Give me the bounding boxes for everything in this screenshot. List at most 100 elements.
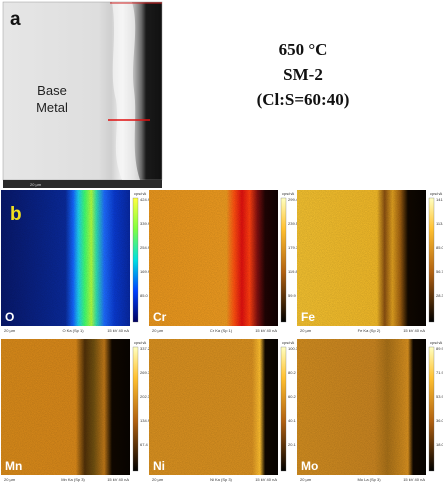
beam-conditions: 15 kV 40 nA <box>403 477 425 482</box>
scale-bar-label: 20 µm <box>4 477 16 482</box>
scale-bar-label: 20 µm <box>4 328 16 333</box>
element-label: Fe <box>301 310 315 324</box>
color-bar-tick: 202.3 <box>140 394 151 399</box>
map-footer: Cr Ka (Sp 1) <box>210 328 233 333</box>
temperature: 650 °C <box>279 40 328 59</box>
map-noise <box>149 190 278 326</box>
region-label: Base <box>37 83 67 98</box>
color-bar <box>428 346 435 472</box>
color-bar-tick: 36.0 <box>436 418 443 423</box>
element-label: O <box>5 310 14 324</box>
color-bar-tick: 56.7 <box>436 269 443 274</box>
scale-bar-label: 20 µm <box>152 328 164 333</box>
color-bar-tick: 339.9 <box>140 221 151 226</box>
panel-label: a <box>10 9 21 30</box>
color-bar-tick: 113.3 <box>436 221 443 226</box>
element-label: Mn <box>5 459 22 473</box>
info-bar <box>297 326 443 334</box>
color-bar-tick: 60.2 <box>288 394 297 399</box>
color-bar-tick: 40.1 <box>288 418 297 423</box>
color-bar-tick: 59.9 <box>288 293 297 298</box>
scale-layer <box>112 2 140 180</box>
color-bar-tick: 89.9 <box>436 346 443 351</box>
color-bar <box>132 346 139 472</box>
unit-label: cps/nA <box>134 191 147 196</box>
map-footer: Ni Ka (Sp 3) <box>210 477 232 482</box>
color-bar-tick: 119.8 <box>288 269 298 274</box>
color-bar-tick: 424.9 <box>140 197 151 202</box>
color-bar-tick: 100.3 <box>288 346 299 351</box>
color-bar-tick: 299.4 <box>288 197 299 202</box>
beam-conditions: 15 kV 40 nA <box>255 328 277 333</box>
panel-label: b <box>10 204 22 225</box>
color-bar <box>280 197 287 323</box>
conditions: 650 °C SM-2 (Cl:S=60:40) <box>257 40 350 109</box>
color-bar-tick: 71.9 <box>436 370 443 375</box>
element-label: Ni <box>153 459 165 473</box>
scale-bar-label: 20 µm <box>300 477 312 482</box>
beam-conditions: 15 kV 40 nA <box>403 328 425 333</box>
color-bar-tick: 53.9 <box>436 394 443 399</box>
element-label: Cr <box>153 310 167 324</box>
info-bar <box>149 475 295 483</box>
unit-label: cps/nA <box>430 340 443 345</box>
color-bar-tick: 337.2 <box>140 346 151 351</box>
color-bar-tick: 85.0 <box>436 245 443 250</box>
map-noise <box>1 339 130 475</box>
color-bar-tick: 134.9 <box>140 418 151 423</box>
map-footer: Mn Ka (Sp 3) <box>61 477 85 482</box>
color-bar-tick: 85.0 <box>140 293 149 298</box>
info-bar <box>297 475 443 483</box>
color-bar-tick: 179.7 <box>288 245 299 250</box>
map-footer: Fe Ka (Sp 2) <box>358 328 381 333</box>
map-footer: O Ka (Sp 1) <box>62 328 84 333</box>
scale-bar-label: 20 µm <box>300 328 312 333</box>
gas-ratio: (Cl:S=60:40) <box>257 90 350 109</box>
panel-a: 20 µm a Base Metal <box>2 1 163 188</box>
map-noise <box>149 339 278 475</box>
color-bar <box>280 346 287 472</box>
info-bar <box>3 180 162 188</box>
unit-label: cps/nA <box>430 191 443 196</box>
color-bar-tick: 239.5 <box>288 221 299 226</box>
info-bar <box>149 326 295 334</box>
info-bar <box>1 475 147 483</box>
color-bar-tick: 67.4 <box>140 442 149 447</box>
color-bar-tick: 80.2 <box>288 370 297 375</box>
color-bar-tick: 254.9 <box>140 245 151 250</box>
color-bar <box>428 197 435 323</box>
scale-bar-label: 20 µm <box>30 182 42 187</box>
map-noise <box>1 190 130 326</box>
info-bar <box>1 326 147 334</box>
map-noise <box>297 339 426 475</box>
beam-conditions: 15 kV 40 nA <box>255 477 277 482</box>
color-bar-tick: 141.6 <box>436 197 443 202</box>
color-bar <box>132 197 139 323</box>
region-label: Metal <box>36 100 68 115</box>
color-bar-tick: 20.1 <box>288 442 297 447</box>
unit-label: cps/nA <box>134 340 147 345</box>
scale-bar-label: 20 µm <box>152 477 164 482</box>
element-label: Mo <box>301 459 318 473</box>
beam-conditions: 15 kV 40 nA <box>107 477 129 482</box>
sample-name: SM-2 <box>283 65 323 84</box>
color-bar-tick: 269.7 <box>140 370 151 375</box>
beam-conditions: 15 kV 40 nA <box>107 328 129 333</box>
map-footer: Mo La (Sp 3) <box>357 477 381 482</box>
map-noise <box>297 190 426 326</box>
color-bar-tick: 28.3 <box>436 293 443 298</box>
sem-image <box>2 1 163 181</box>
color-bar-tick: 169.9 <box>140 269 151 274</box>
color-bar-tick: 18.0 <box>436 442 443 447</box>
unit-label: cps/nA <box>282 191 295 196</box>
unit-label: cps/nA <box>282 340 295 345</box>
